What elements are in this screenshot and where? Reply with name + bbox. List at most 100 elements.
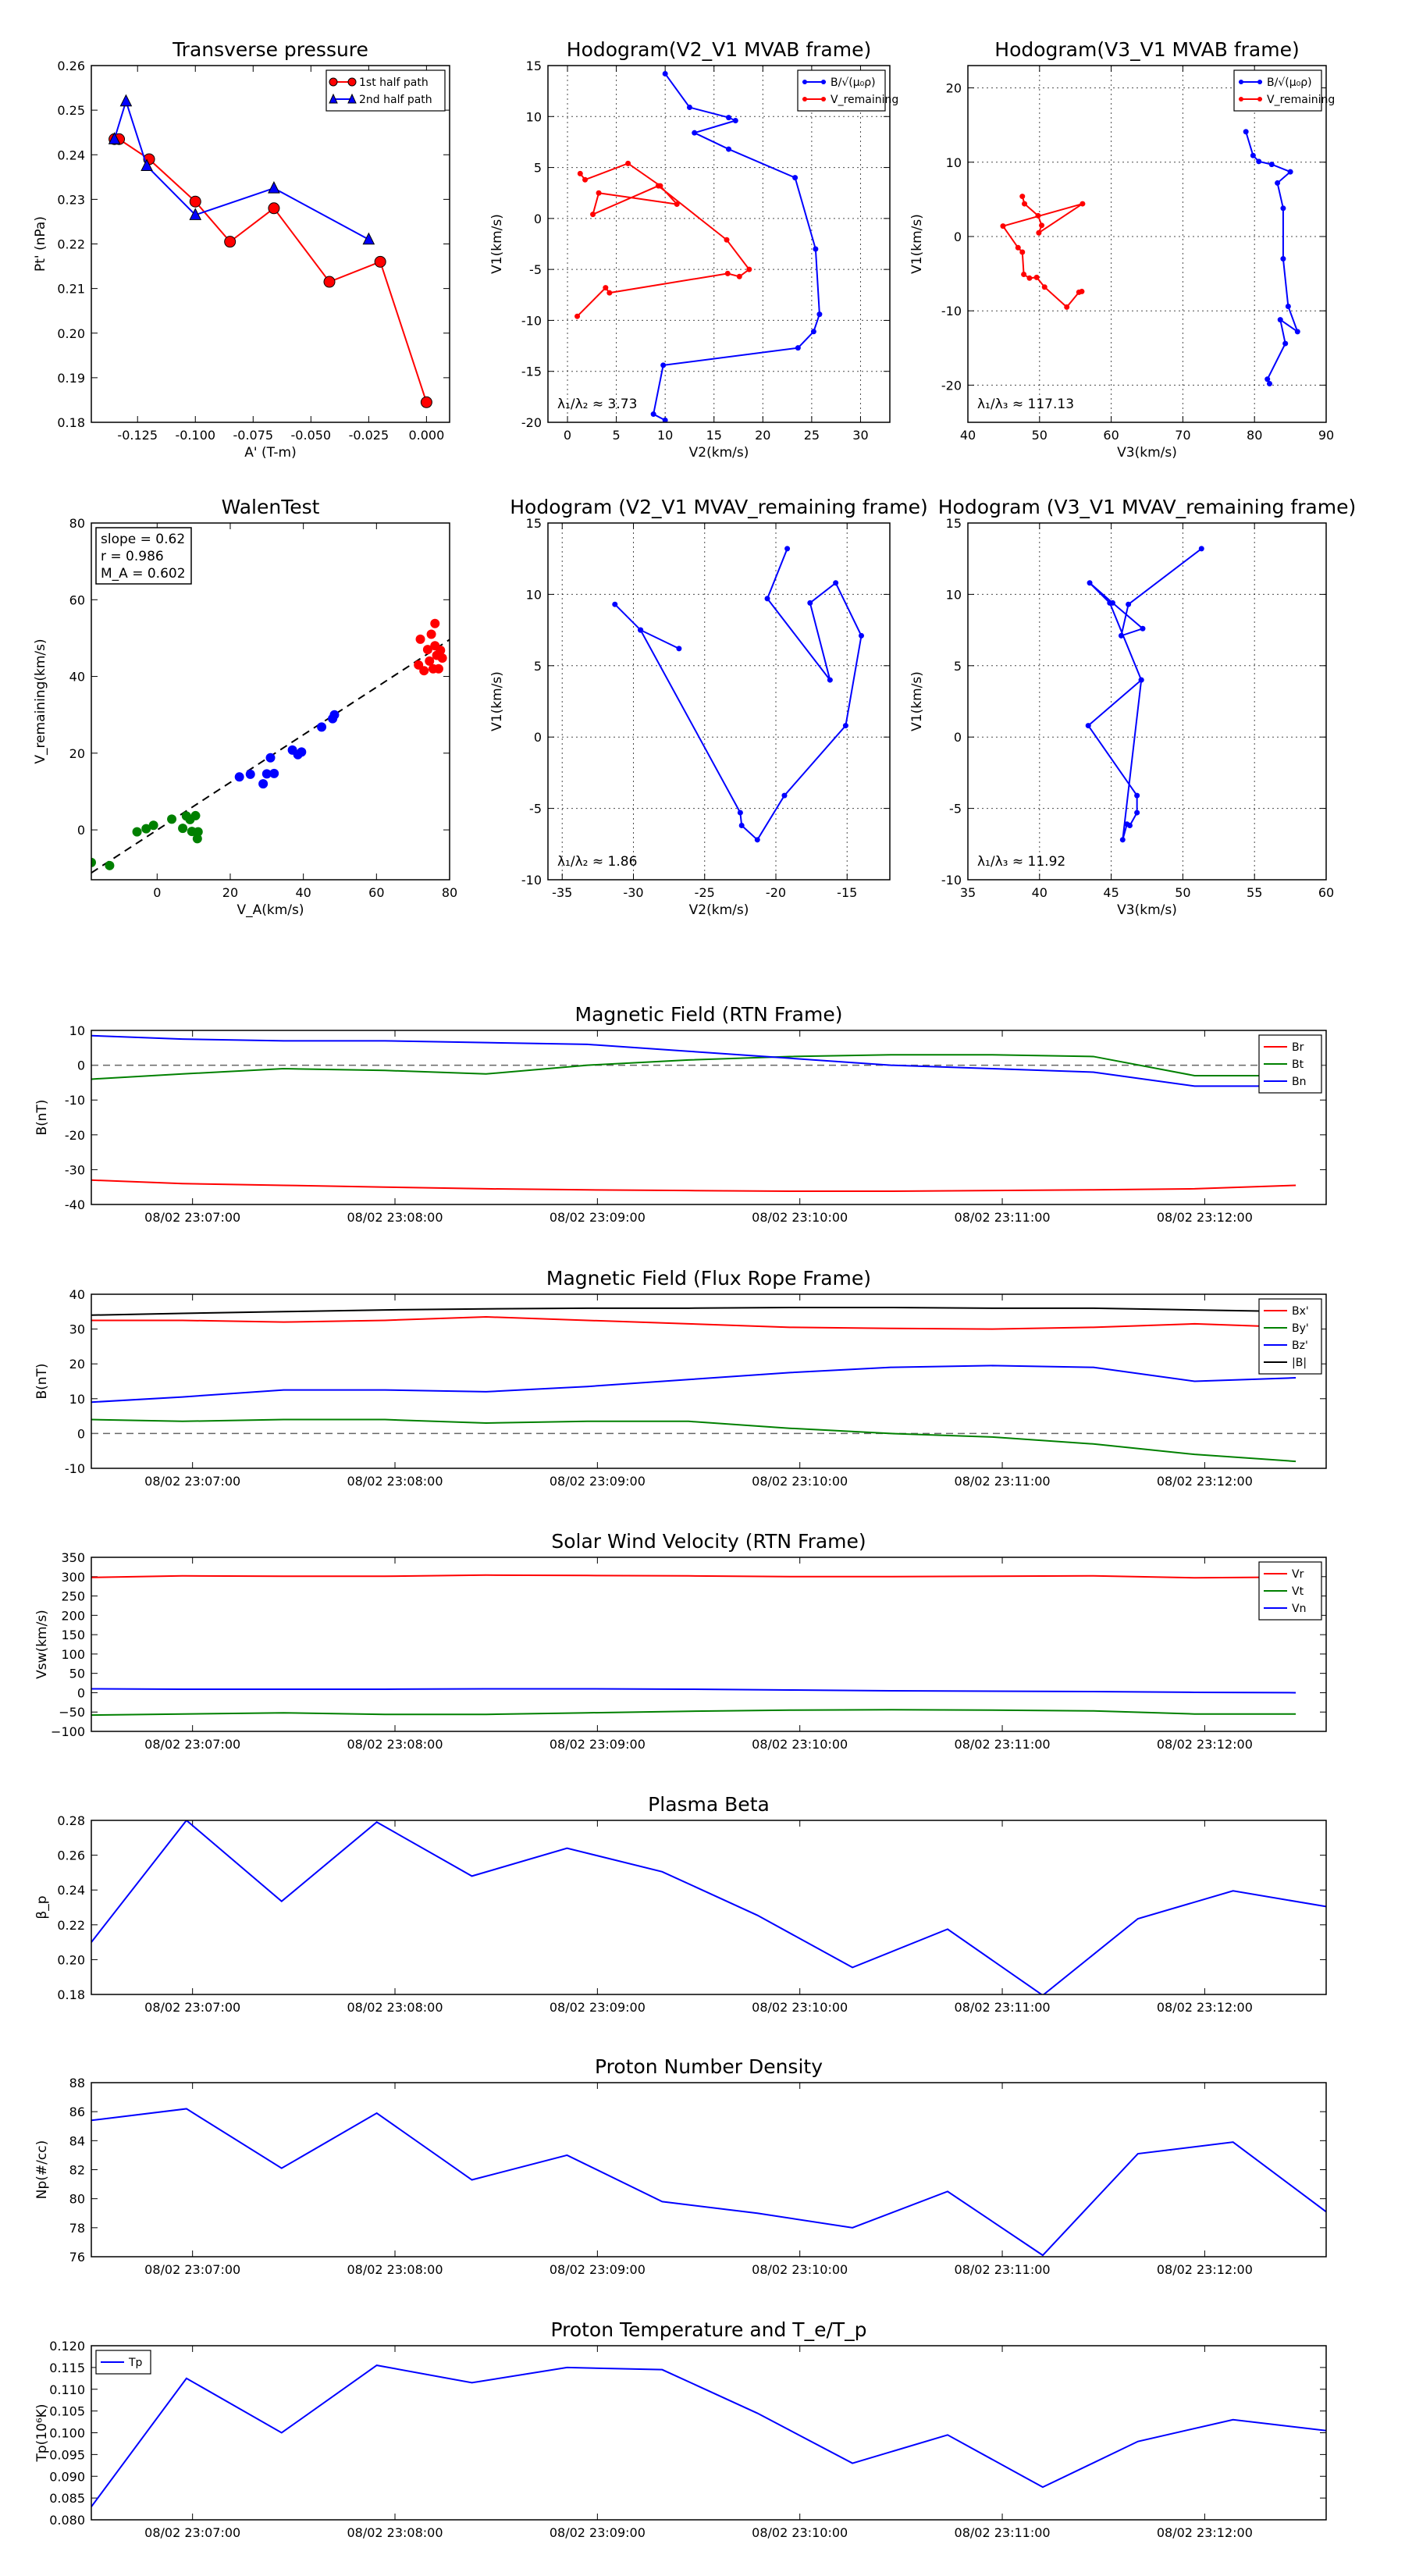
data-layer: [91, 618, 450, 873]
x-tick-label: 08/02 23:11:00: [955, 1474, 1051, 1489]
scatter-point: [167, 814, 177, 824]
x-tick-label: 08/02 23:07:00: [144, 2000, 240, 2015]
x-tick-label: 0: [564, 428, 571, 443]
x-tick-label: 5: [613, 428, 621, 443]
chart-transverse: -0.125 -0.100 -0.075 -0.050 -0.025 0.000 0.18 0…: [33, 38, 450, 461]
y-tick-label: 10: [946, 155, 962, 170]
y-axis-label: Vsw(km/s): [34, 1610, 50, 1679]
data-point: [1039, 222, 1045, 229]
x-tick-label: 08/02 23:11:00: [955, 2000, 1051, 2015]
x-tick-label: 08/02 23:09:00: [550, 2262, 646, 2277]
data-layer: [612, 546, 864, 843]
y-tick-label: -10: [941, 304, 962, 318]
ratio-annotation: λ₁/λ₃ ≈ 11.92: [977, 854, 1065, 870]
data-point: [662, 417, 668, 422]
y-tick-label: 60: [69, 592, 85, 607]
chart-sw_vel: 08/02 23:07:00 08/02 23:08:00 08/02 23:09:…: [34, 1530, 1327, 1752]
chart-title: Magnetic Field (RTN Frame): [575, 1003, 843, 1026]
chart-hodo_v3_mvab: 40 50 60 70 80 90 -20 -10 0 10 20 Hodogram(V3_V1 MV…: [909, 38, 1335, 461]
x-tick-label: 30: [852, 428, 868, 443]
x-tick-label: 08/02 23:08:00: [347, 1474, 443, 1489]
y-tick-label: 0: [534, 212, 542, 226]
x-tick-label: 15: [706, 428, 722, 443]
x-tick-label: 10: [657, 428, 673, 443]
data-point: [1198, 546, 1204, 552]
scatter-point: [91, 857, 96, 867]
x-tick-label: 40: [1032, 885, 1048, 900]
y-tick-label: 88: [69, 2076, 85, 2090]
x-axis-label: V2(km/s): [689, 902, 749, 918]
ratio-annotation: λ₁/λ₂ ≈ 1.86: [557, 854, 637, 870]
data-layer: [1085, 546, 1204, 843]
legend-label: Bz': [1292, 1340, 1308, 1352]
data-point: [1026, 275, 1033, 281]
data-point: [108, 132, 121, 144]
y-tick-label: -10: [65, 1093, 85, 1108]
chart-title: Hodogram (V2_V1 MVAV_remaining frame): [510, 496, 928, 518]
y-tick-label: 5: [534, 161, 542, 176]
data-point: [140, 158, 153, 172]
x-tick-label: -0.050: [291, 428, 332, 443]
legend-marker: [1257, 97, 1262, 101]
y-tick-label: -20: [521, 415, 542, 430]
series-line-Tp: [91, 2364, 1326, 2507]
data-point: [1243, 129, 1249, 135]
scatter-point: [178, 824, 188, 834]
data-point: [827, 677, 833, 683]
axes-frame: [967, 65, 1327, 423]
data-layer: [91, 1034, 1326, 1193]
data-point: [754, 837, 760, 843]
data-point: [784, 546, 791, 552]
data-point: [660, 362, 667, 368]
data-point: [1118, 632, 1124, 639]
y-tick-label: 84: [69, 2133, 85, 2148]
y-tick-label: 0.22: [57, 237, 85, 252]
scatter-point: [190, 810, 201, 820]
stats-line: M_A = 0.602: [101, 566, 186, 582]
y-tick-label: 40: [69, 1287, 85, 1302]
x-tick-label: 08/02 23:08:00: [347, 2000, 443, 2015]
y-axis-label: Np(#/cc): [34, 2140, 50, 2199]
scatter-point: [132, 827, 142, 837]
y-tick-label: 100: [61, 1647, 85, 1662]
data-point: [362, 232, 375, 245]
data-point: [268, 180, 280, 194]
y-tick-label: 150: [61, 1628, 85, 1642]
data-point: [1000, 223, 1006, 229]
x-tick-label: 08/02 23:12:00: [1157, 2262, 1253, 2277]
y-tick-label: 0.26: [57, 1848, 85, 1863]
scatter-point: [105, 860, 115, 870]
y-axis-label: Pt' (nPa): [33, 216, 48, 272]
x-tick-label: 40: [960, 428, 976, 443]
x-tick-label: 08/02 23:11:00: [955, 2262, 1051, 2277]
legend-marker: [821, 80, 826, 84]
x-tick-label: 08/02 23:09:00: [550, 1474, 646, 1489]
y-tick-label: 0.090: [49, 2469, 85, 2484]
data-point: [323, 276, 336, 288]
y-tick-label: 30: [69, 1322, 85, 1337]
legend-marker: [347, 77, 357, 87]
data-point: [590, 212, 596, 218]
x-tick-label: 80: [442, 885, 457, 900]
x-tick-label: 08/02 23:12:00: [1157, 2000, 1253, 2015]
series-line-V_remaining: [1001, 196, 1083, 308]
chart-title: Magnetic Field (Flux Rope Frame): [546, 1267, 871, 1290]
data-point: [574, 313, 581, 319]
stats-line: r = 0.986: [101, 549, 164, 564]
legend-label: V_remaining: [1267, 94, 1335, 106]
data-layer: [108, 94, 432, 408]
y-tick-label: 300: [61, 1570, 85, 1585]
data-point: [1021, 272, 1027, 278]
ratio-annotation: λ₁/λ₃ ≈ 117.13: [977, 397, 1074, 412]
x-tick-label: 08/02 23:09:00: [550, 2000, 646, 2015]
x-tick-label: 70: [1175, 428, 1190, 443]
scatter-point: [415, 634, 425, 644]
data-point: [596, 190, 602, 196]
legend-marker: [1239, 97, 1243, 101]
series-line-Bt: [91, 1054, 1297, 1080]
legend-label: Vn: [1292, 1603, 1306, 1615]
x-tick-label: 20: [222, 885, 238, 900]
data-point: [676, 646, 682, 652]
y-tick-label: 50: [69, 1667, 85, 1681]
x-tick-label: 25: [804, 428, 820, 443]
